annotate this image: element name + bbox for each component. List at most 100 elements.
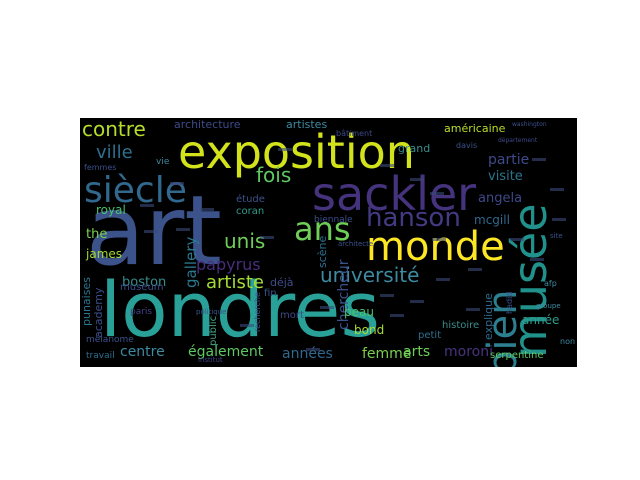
cloud-word: déjà [270, 276, 294, 289]
cloud-word: papyrus [196, 255, 261, 274]
cloud-word: boston [122, 275, 166, 290]
cloud-word: gallery [182, 237, 200, 288]
cloud-word: mort [280, 310, 304, 321]
cloud-word: afp [544, 279, 557, 288]
word-cloud: londres art exposition sackler musée monde siè… [80, 118, 577, 367]
cloud-word: londres [100, 265, 380, 354]
filler-word-mark [176, 228, 190, 231]
cloud-word: biennale [314, 215, 353, 225]
cloud-word: chercheur [336, 259, 352, 330]
cloud-word: punaises [80, 277, 93, 326]
cloud-word: explique [482, 293, 495, 340]
filler-word-mark [260, 236, 274, 239]
cloud-word: bien [480, 290, 526, 367]
cloud-word: mcgill [474, 213, 510, 227]
cloud-word: angela [478, 191, 522, 206]
filler-word-mark [550, 188, 564, 191]
filler-word-mark [430, 192, 444, 195]
cloud-word: département [498, 137, 538, 144]
cloud-word: coran [236, 206, 264, 217]
filler-word-mark [510, 238, 524, 241]
filler-word-mark [466, 308, 480, 311]
filler-word-mark [144, 230, 158, 233]
cloud-word: hanson [366, 203, 461, 233]
filler-word-mark [278, 148, 292, 151]
cloud-word: vie [156, 157, 170, 167]
filler-word-mark [432, 238, 446, 241]
cloud-word: également [188, 344, 264, 360]
cloud-word: recherche [253, 292, 262, 332]
cloud-word: moroni [444, 344, 493, 360]
cloud-word: groupe [536, 302, 561, 310]
filler-word-mark [530, 258, 544, 261]
cloud-word: paris [130, 307, 152, 317]
cloud-word: non [560, 337, 575, 346]
cloud-word: hadid [505, 292, 514, 314]
cloud-word: ans [294, 210, 351, 248]
filler-word-mark [170, 182, 184, 185]
cloud-word: washington [512, 121, 547, 128]
cloud-word: davis [456, 141, 477, 150]
filler-word-mark [240, 324, 254, 327]
cloud-word: politique [196, 308, 227, 316]
filler-word-mark [410, 300, 424, 303]
cloud-word: institut [198, 356, 223, 364]
cloud-word: visite [488, 169, 523, 184]
cloud-word: unis [224, 229, 265, 253]
filler-word-mark [552, 218, 566, 221]
cloud-word: femme [362, 346, 411, 362]
cloud-word: américaine [444, 122, 506, 135]
cloud-word: contre [82, 118, 146, 141]
cloud-word: artiste [206, 272, 264, 293]
cloud-word: serpentine [490, 350, 544, 361]
filler-word-mark [320, 306, 334, 309]
cloud-word: ville [96, 142, 133, 163]
cloud-word: exposition [178, 125, 415, 179]
cloud-word: bond [354, 323, 384, 337]
cloud-word: academy [92, 287, 105, 338]
cloud-word: peau [344, 305, 374, 319]
cloud-word: fois [256, 163, 291, 187]
cloud-word: bâtiment [336, 129, 372, 138]
cloud-word: fin [264, 288, 277, 299]
cloud-word: siècle [84, 170, 187, 211]
cloud-word: sackler [312, 167, 476, 221]
cloud-word: histoire [442, 320, 479, 331]
cloud-word: the [86, 227, 107, 242]
cloud-word: année [522, 313, 559, 327]
filler-word-mark [380, 294, 394, 297]
cloud-word: architecte [338, 240, 373, 248]
cloud-word: site [550, 232, 563, 240]
cloud-word: museum [120, 282, 164, 293]
cloud-word: travail [86, 351, 115, 361]
cloud-word: royal [96, 203, 126, 217]
cloud-word: université [320, 263, 419, 287]
cloud-word: scène [316, 235, 329, 268]
filler-word-mark [140, 204, 154, 207]
filler-word-mark [200, 208, 214, 211]
filler-word-mark [468, 268, 482, 271]
filler-word-mark [306, 348, 320, 351]
cloud-word: monde [366, 224, 505, 270]
word-cloud-canvas: londresartexpositionsacklermuséemondesiè… [80, 118, 577, 367]
cloud-word: centre [120, 344, 165, 360]
cloud-word: partie [488, 152, 529, 168]
cloud-word: artistes [286, 118, 327, 131]
filler-word-mark [532, 158, 546, 161]
filler-word-mark [390, 314, 404, 317]
filler-word-mark [436, 278, 450, 281]
cloud-word: femmes [84, 163, 116, 172]
cloud-word: étude [236, 193, 265, 205]
cloud-word: public [208, 316, 219, 346]
cloud-word: james [85, 247, 122, 261]
cloud-word: petit [418, 330, 441, 341]
filler-word-mark [410, 178, 424, 181]
cloud-word: arts [403, 344, 430, 360]
word-cloud-background [80, 118, 577, 367]
cloud-word: années [282, 346, 333, 362]
cloud-word: grand [398, 142, 430, 155]
cloud-word: architecture [174, 118, 241, 131]
cloud-word: mélanome [86, 334, 134, 345]
filler-word-mark [380, 164, 394, 167]
cloud-word: musée [503, 203, 557, 358]
